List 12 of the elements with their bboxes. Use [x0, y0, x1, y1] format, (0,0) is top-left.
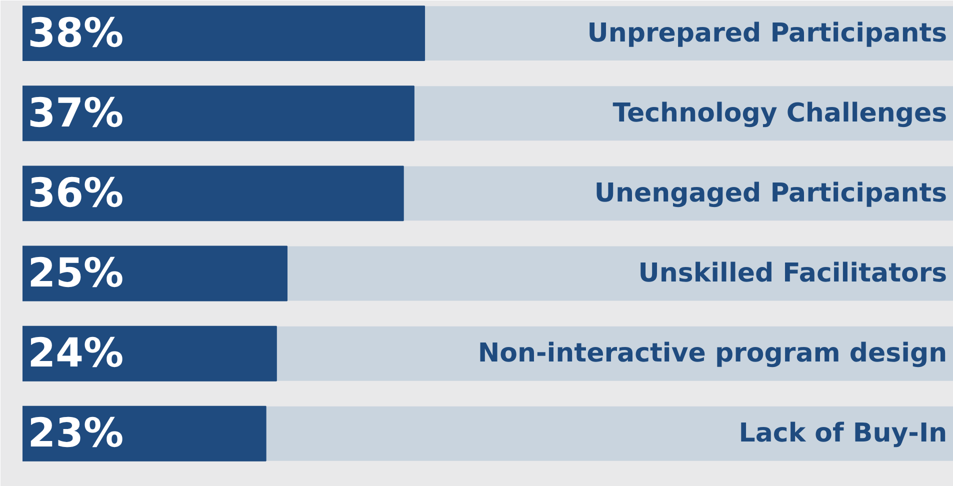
y-tick-label: Unengaged Participants — [594, 178, 948, 208]
data-label: 24% — [28, 330, 124, 377]
y-tick-label: Technology Challenges — [612, 98, 948, 128]
data-label: 37% — [28, 90, 124, 136]
y-tick-label: Unprepared Participants — [587, 18, 948, 48]
data-label: 23% — [28, 410, 124, 457]
data-label: 36% — [28, 170, 124, 216]
y-tick-label: Non-interactive program design — [478, 338, 948, 369]
y-tick-label: Lack of Buy-In — [738, 418, 948, 449]
data-label: 25% — [28, 250, 124, 297]
y-tick-label: Unskilled Facilitators — [638, 258, 948, 289]
data-label: 38% — [28, 10, 124, 56]
